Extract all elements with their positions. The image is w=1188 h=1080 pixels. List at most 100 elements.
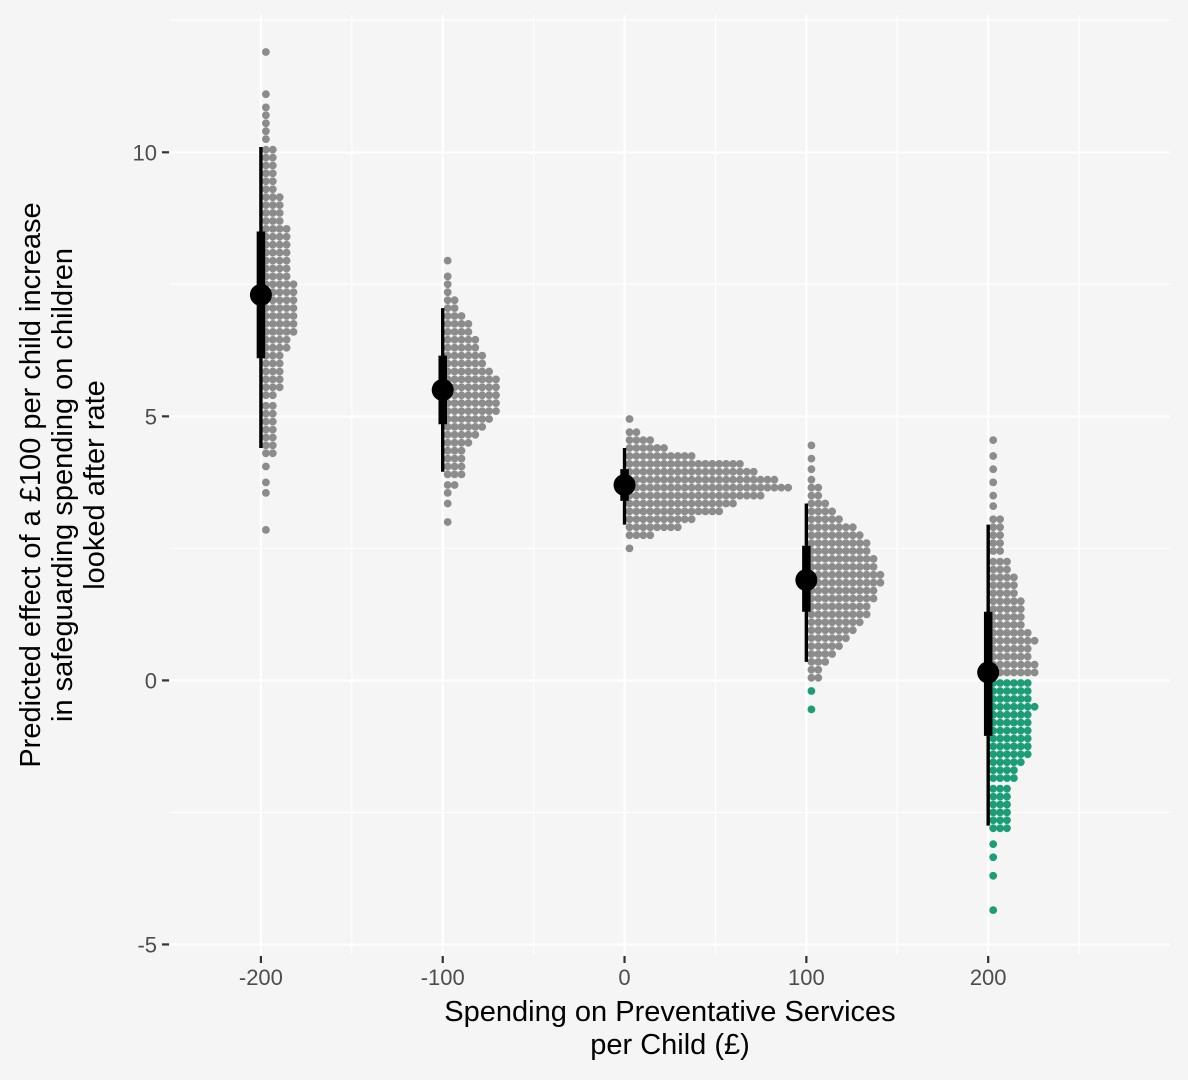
data-dot: [848, 563, 857, 571]
data-dot: [268, 401, 277, 410]
data-dot: [1016, 629, 1025, 637]
data-dot: [443, 462, 452, 471]
data-dot: [848, 539, 857, 547]
data-dot: [687, 515, 696, 524]
data-dot: [262, 111, 270, 120]
data-dot: [268, 161, 277, 170]
data-dot: [464, 335, 473, 344]
data-dot: [485, 407, 493, 415]
data-dot: [275, 209, 284, 217]
data-dot: [457, 343, 466, 352]
data-dot: [1003, 750, 1011, 759]
data-dot: [821, 539, 830, 547]
data-dot: [646, 499, 655, 508]
data-dot: [715, 499, 724, 508]
data-dot: [262, 433, 270, 442]
data-dot: [722, 460, 730, 468]
data-dot: [673, 515, 682, 524]
data-dot: [443, 423, 452, 431]
data-dot: [262, 383, 270, 392]
data-dot: [1003, 800, 1011, 809]
data-dot: [457, 407, 466, 415]
data-dot: [869, 563, 878, 571]
data-dot: [855, 602, 864, 611]
data-dot: [262, 401, 270, 410]
data-dot: [1016, 710, 1025, 719]
data-dot: [807, 454, 816, 463]
data-dot: [694, 499, 703, 508]
data-dot: [828, 523, 836, 532]
data-dot: [1023, 644, 1032, 653]
data-dot: [842, 523, 850, 532]
data-dot: [639, 467, 648, 476]
data-dot: [996, 515, 1004, 524]
data-dot: [450, 351, 459, 360]
data-dot: [646, 460, 655, 468]
data-dot: [262, 135, 270, 144]
data-dot: [807, 610, 816, 619]
data-dot: [807, 634, 816, 642]
data-dot: [464, 391, 473, 400]
data-dot: [701, 491, 710, 500]
data-dot: [694, 491, 703, 500]
data-dot: [667, 491, 675, 500]
data-dot: [464, 423, 473, 431]
data-dot: [996, 539, 1004, 547]
data-dot: [262, 209, 270, 217]
data-dot: [989, 800, 998, 809]
data-dot: [457, 359, 466, 368]
data-dot: [639, 507, 648, 516]
data-dot: [471, 383, 480, 392]
data-dot: [814, 491, 823, 500]
data-dot: [1023, 660, 1032, 669]
data-dot: [262, 90, 270, 99]
data-dot: [1010, 750, 1018, 759]
data-dot: [1016, 660, 1025, 669]
data-dot: [282, 225, 291, 233]
median-point: [613, 474, 636, 496]
data-dot: [821, 642, 830, 650]
data-dot: [450, 423, 459, 431]
data-dot: [1010, 758, 1018, 767]
data-dot: [262, 417, 270, 426]
data-dot: [289, 312, 298, 320]
data-dot: [492, 375, 500, 384]
data-dot: [996, 824, 1004, 833]
data-dot: [464, 415, 473, 423]
data-dot: [653, 444, 661, 452]
data-dot: [275, 225, 284, 233]
data-dot: [262, 103, 270, 112]
data-dot: [996, 589, 1004, 598]
data-dot: [842, 555, 850, 563]
data-dot: [282, 256, 291, 265]
data-dot: [268, 441, 277, 450]
data-dot: [268, 248, 277, 257]
data-dot: [262, 177, 270, 186]
data-dot: [1016, 758, 1025, 767]
data-dot: [996, 605, 1004, 613]
data-dot: [1003, 718, 1011, 727]
data-dot: [814, 499, 823, 508]
data-dot: [814, 547, 823, 555]
data-dot: [742, 491, 751, 500]
data-dot: [471, 399, 480, 407]
data-dot: [1023, 636, 1032, 645]
data-dot: [763, 483, 772, 492]
data-dot: [848, 626, 857, 635]
data-dot: [828, 547, 836, 555]
data-dot: [708, 467, 717, 476]
data-dot: [687, 483, 696, 492]
data-dot: [660, 491, 668, 500]
data-dot: [807, 523, 816, 532]
data-dot: [989, 742, 998, 751]
data-dot: [443, 288, 452, 297]
data-dot: [828, 618, 836, 627]
data-dot: [450, 481, 459, 489]
data-dot: [268, 312, 277, 320]
data-dot: [996, 573, 1004, 582]
data-dot: [1016, 679, 1025, 687]
data-dot: [275, 328, 284, 336]
data-dot: [989, 452, 998, 460]
data-dot: [996, 629, 1004, 637]
